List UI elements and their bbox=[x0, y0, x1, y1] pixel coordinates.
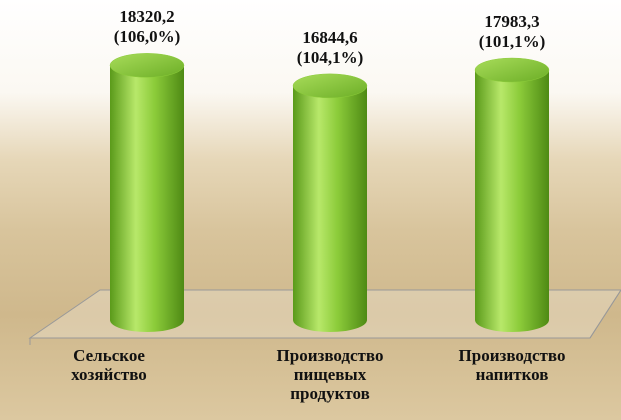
growth-label: (104,1%) bbox=[296, 47, 364, 67]
bar bbox=[475, 70, 549, 332]
bar bbox=[293, 85, 367, 332]
bar-top bbox=[109, 53, 185, 78]
floor-edge bbox=[589, 289, 621, 339]
x-tick-label: Производство пищевых продуктов bbox=[276, 346, 384, 403]
x-tick-label: Производство напитков bbox=[458, 346, 566, 384]
bar-top bbox=[292, 73, 368, 99]
bar-top bbox=[474, 57, 550, 83]
growth-label: (101,1%) bbox=[478, 32, 546, 52]
growth-label: (106,0%) bbox=[113, 27, 181, 47]
value-label: 16844,6 bbox=[302, 27, 358, 47]
x-tick-label: Сельское хозяйство bbox=[71, 346, 147, 384]
value-label: 17983,3 bbox=[484, 12, 540, 32]
value-label: 18320,2 bbox=[119, 7, 175, 27]
bar bbox=[110, 65, 184, 332]
